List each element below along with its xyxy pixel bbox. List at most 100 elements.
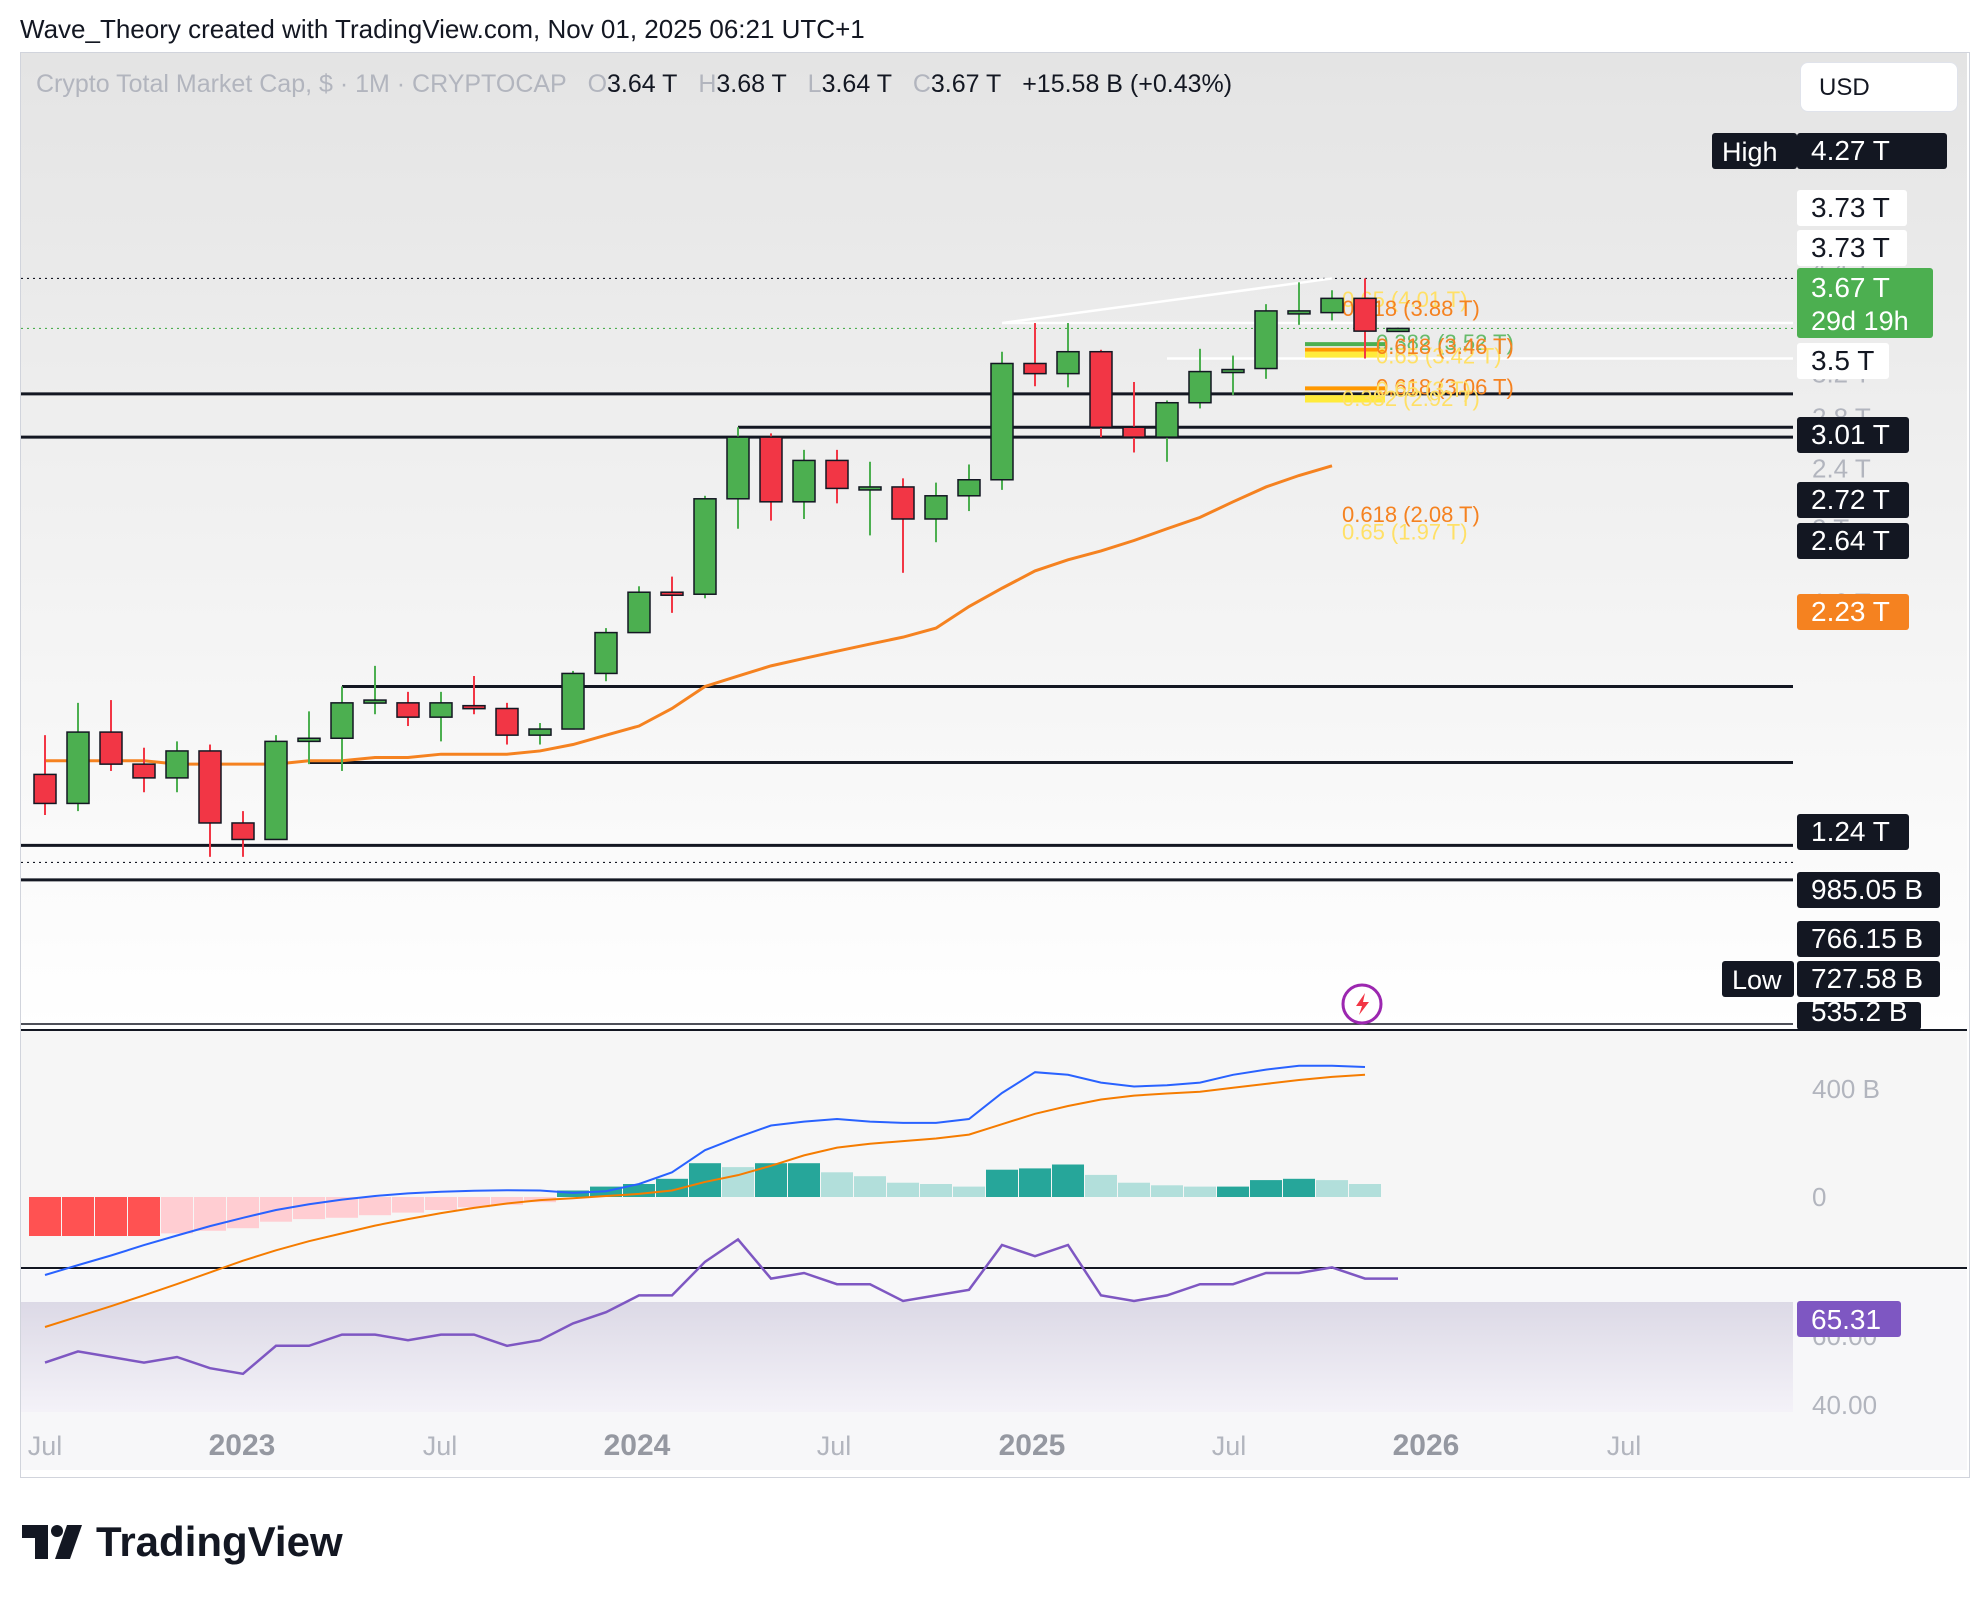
fib-label-0618-208: 0.618 (2.08 T) xyxy=(1342,502,1480,527)
candle-body[interactable] xyxy=(363,699,387,704)
level-tag-301-box xyxy=(1797,417,1909,453)
candle-body[interactable] xyxy=(1386,327,1410,333)
candle-body[interactable] xyxy=(594,631,618,675)
candle-body[interactable] xyxy=(99,731,123,765)
level-tag-301[interactable]: 3.01 T xyxy=(1797,417,1909,453)
level-tag-264[interactable]: 2.64 T xyxy=(1797,523,1909,559)
level-tag-124[interactable]: 1.24 T xyxy=(1797,814,1909,850)
macd-signal-line xyxy=(44,1073,1366,1328)
candle-body[interactable] xyxy=(165,750,189,779)
level-tag-272[interactable]: 2.72 T xyxy=(1797,482,1909,518)
ema-price-tag-box xyxy=(1797,594,1909,630)
level-tag-985[interactable]: 985.05 B xyxy=(1797,872,1940,908)
candle-body[interactable] xyxy=(924,495,948,520)
candle-body[interactable] xyxy=(891,486,915,520)
low-price-tag-text: 727.58 B xyxy=(1811,963,1923,994)
macd-histogram-bar xyxy=(161,1197,193,1234)
candle-body[interactable] xyxy=(726,436,750,500)
level-tag-124-box xyxy=(1797,814,1909,850)
candle-body[interactable] xyxy=(1353,297,1377,332)
macd-histogram-bar xyxy=(458,1197,490,1208)
candle-body[interactable] xyxy=(33,773,57,805)
candle-body[interactable] xyxy=(660,591,684,596)
close-label: C xyxy=(912,70,931,98)
candle-body[interactable] xyxy=(1155,401,1179,438)
ohlc-legend: Crypto Total Market Cap, $ · 1M · CRYPTO… xyxy=(36,70,1232,99)
ema-price-tag-text: 2.23 T xyxy=(1811,596,1890,627)
candle-body[interactable] xyxy=(495,707,519,736)
candle-body[interactable] xyxy=(561,672,585,730)
macd-histogram-bar xyxy=(95,1197,127,1236)
rsi-value-tag[interactable]: 65.31 xyxy=(1797,1301,1901,1337)
low-value: 3.64 T xyxy=(821,70,892,98)
time-axis-tick: 2024 xyxy=(604,1429,671,1462)
macd-pane-background xyxy=(21,1031,1967,1267)
candle-body[interactable] xyxy=(858,486,882,491)
level-tag-264-text: 2.64 T xyxy=(1811,525,1890,556)
candle-body[interactable] xyxy=(825,459,849,490)
candle-body[interactable] xyxy=(1089,350,1113,429)
macd-histogram-bar xyxy=(359,1197,391,1216)
level-tag-35[interactable]: 3.5 T xyxy=(1797,343,1889,379)
candle-body[interactable] xyxy=(264,740,288,841)
candle-body[interactable] xyxy=(759,436,783,503)
candle-body[interactable] xyxy=(198,750,222,824)
level-tag-535[interactable]: 535.2 B xyxy=(1797,996,1921,1030)
level-tag-301-text: 3.01 T xyxy=(1811,419,1890,450)
time-axis-tick: Jul xyxy=(423,1431,458,1461)
candle-body[interactable] xyxy=(1320,297,1344,314)
candle-body[interactable] xyxy=(297,737,321,743)
tradingview-wordmark: TradingView xyxy=(96,1518,343,1565)
currency-button[interactable]: USD xyxy=(1800,62,1958,112)
candle-body[interactable] xyxy=(66,731,90,805)
candle-body[interactable] xyxy=(693,498,717,595)
candle-body[interactable] xyxy=(1188,370,1212,404)
level-tag-373a[interactable]: 3.73 T xyxy=(1797,190,1907,226)
macd-histogram-bar xyxy=(986,1169,1018,1197)
macd-histogram-bar xyxy=(128,1197,160,1236)
candle-body[interactable] xyxy=(1056,350,1080,375)
candle-body[interactable] xyxy=(396,702,420,718)
fib-label-0382-292: 0.382 (2.92 T) xyxy=(1342,386,1480,411)
candle-body[interactable] xyxy=(462,704,486,710)
macd-histogram-bar xyxy=(887,1182,919,1197)
time-axis-tick: Jul xyxy=(28,1431,63,1461)
low-price-tag[interactable]: 727.58 B xyxy=(1797,961,1940,997)
high-price-tag[interactable]: 4.27 T xyxy=(1797,133,1947,169)
candle-body[interactable] xyxy=(957,479,981,497)
rsi-axis-tick: 40.00 xyxy=(1812,1390,1877,1420)
fib-label-065-300: 0.65 (3 T) xyxy=(1376,377,1471,402)
candle-body[interactable] xyxy=(990,362,1014,481)
candle-body[interactable] xyxy=(1122,426,1146,438)
macd-histogram-bar xyxy=(1250,1180,1282,1197)
rsi-value-box xyxy=(1797,1301,1901,1337)
level-tag-766[interactable]: 766.15 B xyxy=(1797,921,1940,957)
high-label: H xyxy=(698,70,717,98)
macd-histogram-bar xyxy=(1184,1186,1216,1197)
candle-body[interactable] xyxy=(528,728,552,736)
candle-body[interactable] xyxy=(1254,310,1278,370)
lightning-alert-icon[interactable] xyxy=(1341,983,1383,1025)
macd-axis-tick: 400 B xyxy=(1812,1074,1880,1104)
candle-body[interactable] xyxy=(132,763,156,779)
low-word-box xyxy=(1722,961,1794,997)
time-axis-tick: 2026 xyxy=(1393,1429,1460,1462)
candle-body[interactable] xyxy=(1023,362,1047,375)
macd-histogram-bar xyxy=(1085,1174,1117,1197)
candle-body[interactable] xyxy=(1287,310,1311,315)
symbol-title[interactable]: Crypto Total Market Cap, $ · 1M · CRYPTO… xyxy=(36,70,567,98)
candle-body[interactable] xyxy=(627,591,651,634)
level-tag-373b[interactable]: 3.73 T xyxy=(1797,230,1907,266)
candle-body[interactable] xyxy=(429,702,453,718)
tradingview-logo[interactable]: TradingView xyxy=(22,1518,343,1566)
ema-price-tag[interactable]: 2.23 T xyxy=(1797,594,1909,630)
candle-body[interactable] xyxy=(1221,368,1245,374)
level-tag-124-text: 1.24 T xyxy=(1811,816,1890,847)
candle-body[interactable] xyxy=(231,822,255,841)
candle-body[interactable] xyxy=(792,459,816,503)
candle-body[interactable] xyxy=(330,702,354,739)
level-tag-272-text: 2.72 T xyxy=(1811,484,1890,515)
fib-label-0618-346: 0.618 (3.46 T) xyxy=(1376,334,1514,359)
